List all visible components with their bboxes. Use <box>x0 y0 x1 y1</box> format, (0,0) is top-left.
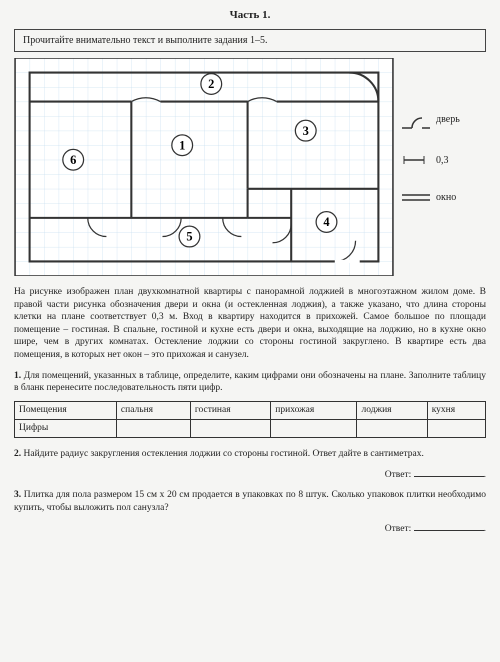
task-3-num: 3. <box>14 490 21 500</box>
task-1: 1. Для помещений, указанных в таблице, о… <box>14 370 486 396</box>
task-2-text: Найдите радиус закругления остекления ло… <box>24 449 424 459</box>
table-cell[interactable] <box>427 419 485 437</box>
svg-text:2: 2 <box>208 77 214 91</box>
table-cell: Цифры <box>15 419 117 437</box>
task-3-text: Плитка для пола размером 15 см х 20 см п… <box>14 490 486 513</box>
table-cell: прихожая <box>271 402 357 420</box>
task-2: 2. Найдите радиус закругления остекления… <box>14 448 486 461</box>
answer-label: Ответ: <box>385 524 411 534</box>
legend-scale-label: 0,3 <box>436 154 449 168</box>
answer-label: Ответ: <box>385 470 411 480</box>
floorplan: 1 2 3 4 5 6 <box>14 58 394 276</box>
part-title: Часть 1. <box>14 8 486 23</box>
svg-text:5: 5 <box>186 230 192 244</box>
task-1-table: Помещения спальня гостиная прихожая лодж… <box>14 401 486 438</box>
instruction-box: Прочитайте внимательно текст и выполните… <box>14 29 486 53</box>
table-cell[interactable] <box>190 419 270 437</box>
svg-text:3: 3 <box>303 124 309 138</box>
table-cell: лоджия <box>357 402 427 420</box>
table-cell: кухня <box>427 402 485 420</box>
answer-blank[interactable] <box>414 467 484 477</box>
svg-text:4: 4 <box>323 216 329 230</box>
table-cell: гостиная <box>190 402 270 420</box>
legend-window: окно <box>400 191 486 205</box>
legend-scale: 0,3 <box>400 152 486 168</box>
legend: дверь 0,3 окно <box>400 58 486 276</box>
table-row: Помещения спальня гостиная прихожая лодж… <box>15 402 486 420</box>
floorplan-container: 1 2 3 4 5 6 дверь 0,3 окно <box>14 58 486 276</box>
task-1-num: 1. <box>14 371 21 381</box>
task-3-answer: Ответ: . <box>14 521 486 536</box>
task-2-num: 2. <box>14 449 21 459</box>
legend-door-label: дверь <box>436 113 460 127</box>
answer-blank[interactable] <box>414 521 484 531</box>
task-1-text: Для помещений, указанных в таблице, опре… <box>14 371 486 394</box>
svg-text:1: 1 <box>179 139 185 153</box>
legend-door: дверь <box>400 110 486 130</box>
table-cell[interactable] <box>116 419 190 437</box>
svg-text:6: 6 <box>70 153 76 167</box>
table-cell: спальня <box>116 402 190 420</box>
table-cell[interactable] <box>271 419 357 437</box>
task-2-answer: Ответ: . <box>14 467 486 482</box>
legend-window-label: окно <box>436 191 456 205</box>
table-cell: Помещения <box>15 402 117 420</box>
body-paragraph: На рисунке изображен план двухкомнатной … <box>14 286 486 361</box>
table-cell[interactable] <box>357 419 427 437</box>
table-row: Цифры <box>15 419 486 437</box>
task-3: 3. Плитка для пола размером 15 см х 20 с… <box>14 489 486 515</box>
